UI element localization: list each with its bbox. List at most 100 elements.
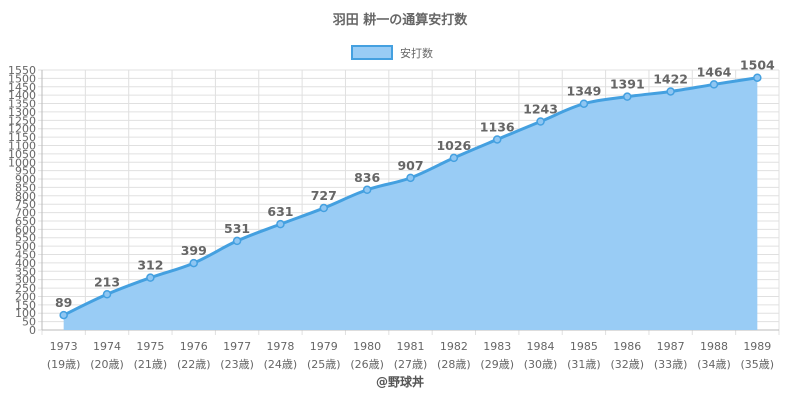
data-point[interactable]	[666, 87, 675, 96]
legend[interactable]: 安打数	[351, 45, 433, 60]
credit-text: @野球丼	[376, 374, 424, 389]
x-tick-age: (20歳)	[90, 358, 124, 371]
x-tick-age: (19歳)	[47, 358, 81, 371]
data-point[interactable]	[406, 173, 415, 183]
data-point[interactable]	[232, 236, 242, 246]
y-tick-label: 400	[15, 257, 36, 270]
data-point[interactable]	[146, 273, 155, 282]
y-tick-label: 1050	[8, 148, 36, 161]
data-label: 213	[94, 274, 120, 289]
y-tick-label: 1500	[8, 72, 36, 85]
y-tick-label: 800	[15, 190, 36, 203]
x-tick-year: 1984	[527, 340, 555, 353]
y-tick-label: 700	[15, 207, 36, 220]
data-label: 836	[354, 170, 380, 185]
y-tick-label: 1550	[8, 64, 36, 77]
x-tick-age: (30歳)	[524, 358, 558, 371]
x-tick-age: (34歳)	[697, 358, 731, 371]
data-label: 399	[181, 243, 207, 258]
y-tick-label: 1300	[8, 106, 36, 119]
data-point[interactable]	[579, 99, 589, 108]
data-point[interactable]	[536, 117, 545, 126]
data-label: 89	[55, 295, 72, 310]
data-point[interactable]	[753, 73, 762, 82]
x-tick-year: 1976	[180, 340, 208, 353]
y-tick-label: 500	[15, 240, 36, 253]
y-tick-label: 450	[15, 249, 36, 262]
y-tick-label: 1100	[8, 139, 36, 152]
x-tick-age: (33歳)	[654, 358, 688, 371]
data-label: 312	[137, 258, 163, 273]
y-tick-label: 950	[15, 165, 36, 178]
x-tick-year: 1977	[223, 340, 251, 353]
y-tick-label: 1350	[8, 98, 36, 111]
x-tick-year: 1986	[613, 340, 641, 353]
x-tick-age: (29歳)	[480, 358, 514, 371]
y-tick-label: 100	[15, 307, 36, 320]
data-point[interactable]	[59, 310, 68, 320]
x-tick-age: (23歳)	[220, 358, 254, 371]
x-tick-year: 1982	[440, 340, 468, 353]
x-tick-age: (35歳)	[741, 358, 775, 371]
y-tick-label: 1450	[8, 81, 36, 94]
x-tick-age: (26歳)	[350, 358, 384, 371]
y-tick-label: 750	[15, 198, 36, 211]
legend-swatch	[351, 45, 393, 60]
y-tick-label: 200	[15, 290, 36, 303]
data-label: 1464	[697, 64, 732, 79]
y-tick-label: 600	[15, 223, 36, 236]
x-tick-age: (25歳)	[307, 358, 341, 371]
y-tick-label: 1150	[8, 131, 36, 144]
data-label: 531	[224, 221, 250, 236]
data-point[interactable]	[492, 135, 502, 144]
y-tick-label: 250	[15, 282, 36, 295]
data-point[interactable]	[709, 80, 719, 89]
y-tick-label: 850	[15, 181, 36, 194]
y-tick-label: 550	[15, 232, 36, 245]
data-label: 1391	[610, 77, 645, 92]
chart-title: 羽田 耕一の通算安打数	[333, 12, 469, 28]
data-label: 1136	[480, 119, 515, 134]
x-tick-age: (31歳)	[567, 358, 601, 371]
data-label: 631	[267, 204, 293, 219]
data-point[interactable]	[449, 153, 459, 163]
data-label: 1243	[523, 101, 558, 116]
series-area-fill	[63, 77, 758, 330]
x-tick-age: (22歳)	[177, 358, 211, 371]
data-label: 1349	[567, 84, 602, 99]
y-tick-label: 1200	[8, 123, 36, 136]
data-label: 727	[311, 188, 337, 203]
data-point[interactable]	[623, 92, 632, 101]
y-tick-label: 0	[29, 324, 36, 337]
data-point[interactable]	[276, 219, 285, 229]
data-labels: 89 213 312 399 531 631 727 836 907 1026 1136 1243 13…	[55, 58, 775, 310]
x-tick-year: 1987	[657, 340, 685, 353]
x-tick-year: 1974	[93, 340, 121, 353]
data-point[interactable]	[102, 290, 112, 299]
x-tick-age: (21歳)	[134, 358, 168, 371]
y-tick-label: 150	[15, 299, 36, 312]
x-axis-ticks: 1973 (19歳) 1974 (20歳) 1975 (21歳) 1976 (22歳) 1977…	[47, 340, 774, 371]
data-point[interactable]	[319, 203, 329, 213]
data-label: 1504	[740, 58, 775, 73]
x-tick-year: 1983	[483, 340, 511, 353]
data-point[interactable]	[362, 185, 372, 195]
legend-label: 安打数	[400, 46, 433, 60]
y-axis-ticks: 0501001502002503003504004505005506006507…	[8, 64, 36, 337]
x-tick-year: 1985	[570, 340, 598, 353]
x-tick-year: 1988	[700, 340, 728, 353]
x-tick-year: 1973	[50, 340, 78, 353]
x-tick-year: 1975	[136, 340, 164, 353]
data-point[interactable]	[189, 258, 198, 268]
x-tick-year: 1980	[353, 340, 381, 353]
x-tick-age: (24歳)	[264, 358, 298, 371]
y-tick-label: 1250	[8, 114, 36, 127]
x-tick-age: (28歳)	[437, 358, 471, 371]
y-tick-label: 650	[15, 215, 36, 228]
x-tick-year: 1978	[266, 340, 294, 353]
x-tick-year: 1979	[310, 340, 338, 353]
y-tick-label: 1400	[8, 89, 36, 102]
data-label: 1026	[436, 138, 471, 153]
